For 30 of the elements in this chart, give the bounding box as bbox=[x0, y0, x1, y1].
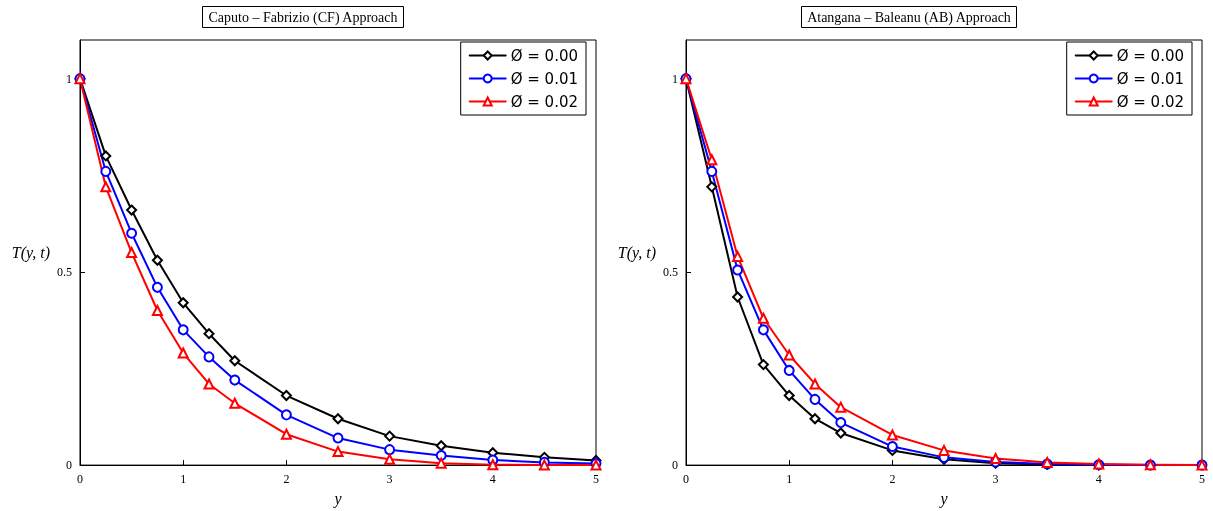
x-tick-label: 4 bbox=[489, 472, 496, 487]
legend-label: Ø = 0.00 bbox=[1116, 46, 1184, 65]
legend-label: Ø = 0.00 bbox=[510, 46, 578, 65]
legend-label: Ø = 0.01 bbox=[1116, 69, 1184, 88]
legend-label: Ø = 0.01 bbox=[510, 69, 578, 88]
x-tick-label: 1 bbox=[180, 472, 187, 487]
y-tick-label: 1 bbox=[672, 71, 678, 86]
x-tick-label: 3 bbox=[386, 472, 393, 487]
y-tick-label: 0.5 bbox=[57, 264, 72, 279]
x-axis-title: y bbox=[332, 489, 343, 508]
y-axis-title: T(y, t) bbox=[11, 244, 50, 263]
y-tick-label: 0 bbox=[66, 458, 72, 473]
chart-title: Caputo – Fabrizio (CF) Approach bbox=[208, 9, 398, 26]
x-tick-label: 2 bbox=[283, 472, 290, 487]
y-tick-label: 1 bbox=[66, 71, 72, 86]
x-axis-title: y bbox=[938, 489, 949, 508]
x-tick-label: 0 bbox=[683, 472, 689, 487]
legend-label: Ø = 0.02 bbox=[510, 92, 578, 111]
x-tick-label: 2 bbox=[889, 472, 896, 487]
x-tick-label: 5 bbox=[593, 472, 599, 487]
x-tick-label: 1 bbox=[786, 472, 793, 487]
y-tick-label: 0 bbox=[672, 458, 678, 473]
x-tick-label: 3 bbox=[992, 472, 999, 487]
y-tick-label: 0.5 bbox=[663, 264, 678, 279]
chart-title: Atangana – Baleanu (AB) Approach bbox=[807, 9, 1011, 26]
x-tick-label: 0 bbox=[77, 472, 83, 487]
x-tick-label: 4 bbox=[1095, 472, 1102, 487]
legend-label: Ø = 0.02 bbox=[1116, 92, 1184, 111]
x-tick-label: 5 bbox=[1199, 472, 1205, 487]
y-axis-title: T(y, t) bbox=[617, 244, 656, 263]
